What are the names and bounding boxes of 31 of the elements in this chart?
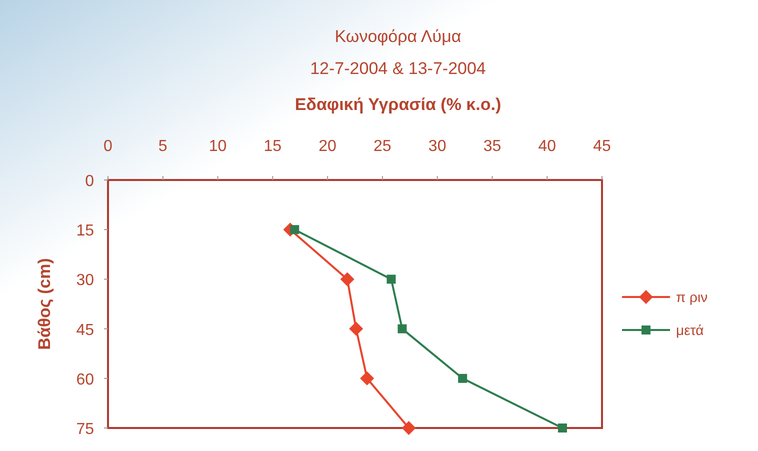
x-tick-label: 5 bbox=[158, 138, 168, 155]
x-tick-label: 0 bbox=[104, 138, 113, 155]
point bbox=[458, 374, 468, 383]
point bbox=[349, 322, 364, 336]
y-tick-label: 30 bbox=[76, 272, 94, 290]
point bbox=[386, 274, 396, 284]
x-tick-label: 25 bbox=[374, 138, 392, 155]
x-tick-label: 35 bbox=[483, 138, 502, 155]
point bbox=[290, 225, 300, 234]
y-tick-label: 45 bbox=[76, 322, 94, 339]
y-tick-label: 60 bbox=[76, 371, 94, 388]
point bbox=[402, 421, 416, 435]
x-tick-label: 45 bbox=[593, 138, 611, 155]
point bbox=[398, 324, 407, 334]
x-tick-label: 20 bbox=[318, 138, 337, 155]
x-tick-label: 30 bbox=[428, 138, 446, 155]
chart-title: Κωνοφόρα Λύμα bbox=[334, 27, 462, 46]
x-tick-label: 40 bbox=[538, 138, 556, 155]
y-tick-label: 75 bbox=[76, 421, 94, 438]
x-axis-title: Εδαφική Υγρασία (% κ.ο.) bbox=[294, 95, 502, 114]
point bbox=[558, 424, 567, 432]
x-tick-label: 10 bbox=[208, 138, 227, 155]
y-tick-label: 0 bbox=[85, 173, 94, 190]
point bbox=[340, 272, 354, 286]
point bbox=[360, 371, 374, 386]
x-tick-label: 15 bbox=[264, 138, 282, 155]
y-tick-label: 15 bbox=[76, 222, 94, 240]
legend-label: μετά bbox=[676, 322, 704, 338]
chart-subtitle: 12-7-2004 & 13-7-2004 bbox=[310, 59, 486, 78]
y-axis-title: Βάθος (cm) bbox=[35, 258, 54, 350]
legend-label: π ριν bbox=[676, 289, 708, 305]
